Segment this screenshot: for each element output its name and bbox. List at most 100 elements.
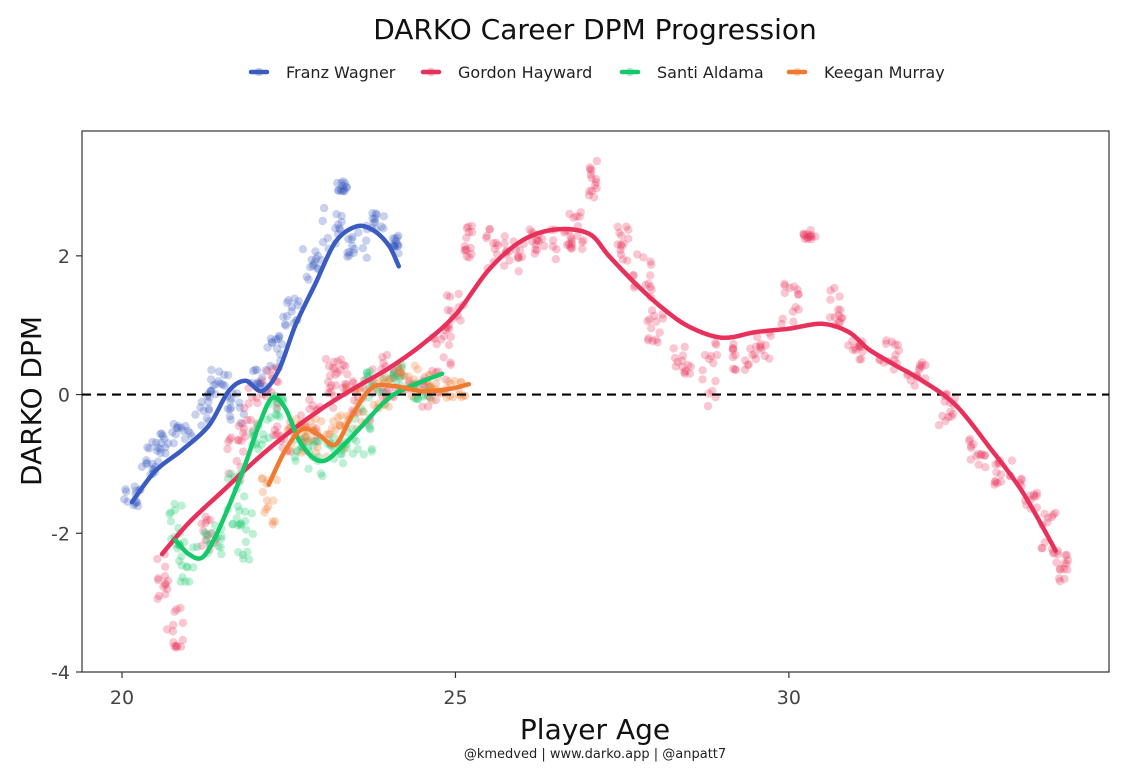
gordon-hayward-point — [834, 311, 843, 320]
gordon-hayward-point — [576, 208, 585, 217]
gordon-hayward-point — [835, 292, 844, 301]
keegan-murray-point — [317, 417, 326, 426]
franz-wagner-point — [338, 181, 348, 190]
franz-wagner-point — [280, 320, 290, 329]
gordon-hayward-point — [178, 618, 188, 628]
santi-aldama-point — [264, 433, 274, 442]
gordon-hayward-legend-key-point — [426, 67, 436, 77]
x-tick-label: 25 — [443, 687, 467, 709]
gordon-hayward-point — [1032, 491, 1041, 501]
gordon-hayward-point — [1063, 565, 1072, 574]
keegan-murray-point — [302, 436, 311, 446]
gordon-hayward-point — [592, 156, 602, 166]
santi-aldama-point — [413, 394, 422, 404]
gordon-hayward-point — [1040, 509, 1049, 518]
keegan-murray-point — [410, 361, 419, 370]
santi-aldama-point — [413, 394, 423, 404]
gordon-hayward-point — [755, 342, 765, 351]
franz-wagner-point — [156, 448, 165, 458]
santi-aldama-point — [185, 577, 194, 586]
santi-aldama-point — [235, 519, 244, 529]
gordon-hayward-point — [740, 365, 750, 374]
santi-aldama-point — [228, 519, 237, 529]
gordon-hayward-point — [1059, 564, 1069, 574]
franz-wagner-point — [256, 381, 265, 390]
gordon-hayward-point — [530, 249, 539, 258]
franz-wagner-point — [268, 338, 277, 348]
gordon-hayward-point — [171, 643, 181, 652]
gordon-hayward-point — [643, 336, 653, 345]
gordon-hayward-point — [1049, 510, 1058, 519]
santi-aldama-point — [365, 423, 374, 433]
franz-wagner-point — [255, 380, 265, 389]
santi-aldama-point — [399, 370, 408, 380]
franz-wagner-point — [197, 421, 206, 430]
santi-aldama-point — [210, 521, 220, 530]
gordon-hayward-point — [241, 432, 250, 441]
keegan-murray-point — [445, 392, 455, 401]
gordon-hayward-point — [513, 252, 523, 261]
gordon-hayward-point — [744, 360, 753, 369]
franz-wagner-point — [163, 439, 173, 448]
keegan-murray-point — [396, 369, 406, 378]
gordon-hayward-point — [161, 579, 170, 588]
gordon-hayward-point — [910, 381, 919, 390]
gordon-hayward-point — [917, 358, 927, 367]
gordon-hayward-smooth-line — [159, 226, 1058, 557]
gordon-hayward-point — [1062, 559, 1071, 568]
gordon-hayward-point — [765, 354, 774, 363]
santi-aldama-point — [247, 509, 256, 518]
santi-aldama-point — [217, 532, 226, 541]
franz-wagner-point — [225, 405, 234, 414]
franz-wagner-point — [349, 248, 358, 258]
franz-wagner-point — [335, 224, 344, 233]
gordon-hayward-point — [176, 642, 186, 651]
keegan-murray-point — [450, 376, 459, 385]
franz-wagner-point — [207, 365, 216, 375]
franz-wagner-point — [179, 426, 188, 435]
franz-wagner-point — [152, 446, 162, 455]
gordon-hayward-point — [339, 383, 348, 392]
y-axis: -4 -2 0 2 — [51, 246, 82, 684]
santi-aldama-point — [216, 543, 225, 552]
gordon-hayward-point — [652, 335, 661, 344]
franz-wagner-point — [294, 297, 303, 306]
franz-wagner-point — [168, 428, 177, 437]
gordon-hayward-point — [462, 223, 471, 233]
franz-wagner-point — [261, 366, 271, 375]
gordon-hayward-point — [977, 449, 986, 459]
keegan-murray-point — [306, 435, 315, 444]
keegan-murray-point — [260, 508, 269, 517]
gordon-hayward-point — [578, 244, 587, 254]
gordon-hayward-point — [514, 267, 523, 276]
gordon-hayward-point — [467, 228, 477, 237]
franz-wagner-point — [206, 386, 215, 396]
gordon-hayward-point — [1040, 538, 1050, 547]
franz-wagner-point — [157, 429, 166, 438]
gordon-hayward-point — [799, 230, 808, 239]
franz-wagner-point — [272, 344, 282, 353]
gordon-hayward-point — [1060, 574, 1069, 584]
gordon-hayward-point — [704, 354, 714, 364]
gordon-hayward-point — [673, 357, 682, 367]
santi-aldama-point — [243, 547, 252, 557]
gordon-hayward-point — [836, 305, 845, 315]
gordon-hayward-point — [766, 331, 776, 340]
gordon-hayward-point — [446, 332, 455, 342]
santi-aldama-point — [348, 449, 358, 458]
gordon-hayward-point — [396, 368, 405, 377]
gordon-hayward-point — [436, 335, 446, 344]
gordon-hayward-point — [578, 237, 587, 247]
gordon-hayward-point — [569, 213, 578, 222]
keegan-murray-legend-label: Keegan Murray — [824, 63, 945, 82]
santi-aldama-point — [352, 437, 361, 446]
gordon-hayward-point — [201, 535, 210, 544]
gordon-hayward-point — [445, 292, 455, 301]
gordon-hayward-point — [1032, 488, 1042, 498]
gordon-hayward-point — [643, 317, 652, 326]
franz-wagner-point — [120, 495, 129, 504]
gordon-hayward-point — [169, 620, 178, 630]
gordon-hayward-point — [830, 312, 839, 322]
gordon-hayward-point — [704, 389, 713, 398]
gordon-hayward-point — [1037, 544, 1046, 553]
